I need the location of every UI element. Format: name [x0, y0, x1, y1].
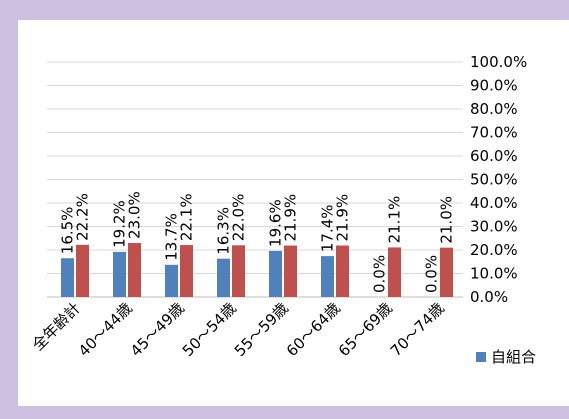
value-label: 19.2%	[111, 200, 129, 248]
value-label: 22.0%	[230, 194, 248, 242]
y-tick-label: 100.0%	[470, 53, 527, 71]
bar	[128, 242, 141, 297]
y-tick-label: 10.0%	[470, 265, 518, 283]
value-label: 21.9%	[334, 194, 352, 242]
bar	[61, 258, 74, 297]
chart-area	[18, 20, 569, 406]
y-tick-label: 30.0%	[470, 218, 518, 236]
value-label: 23.0%	[126, 191, 144, 239]
y-tick-label: 50.0%	[470, 171, 518, 189]
bar	[284, 245, 297, 297]
y-tick-label: 0.0%	[470, 288, 508, 306]
value-label: 16.3%	[215, 207, 233, 255]
y-tick-label: 40.0%	[470, 194, 518, 212]
value-label: 22.2%	[74, 193, 92, 241]
legend-swatch	[476, 352, 486, 362]
value-label: 17.4%	[319, 204, 337, 252]
value-label: 21.1%	[386, 196, 404, 244]
value-label: 0.0%	[423, 255, 441, 293]
y-tick-label: 60.0%	[470, 147, 518, 165]
value-label: 13.7%	[163, 213, 181, 261]
value-label: 0.0%	[371, 255, 389, 293]
bar	[165, 264, 178, 297]
bar	[180, 245, 193, 297]
bar	[388, 247, 401, 297]
value-label: 22.1%	[178, 193, 196, 241]
value-label: 21.0%	[438, 196, 456, 244]
value-label: 16.5%	[59, 207, 77, 255]
bar	[321, 256, 334, 297]
bar	[440, 247, 453, 297]
value-label: 19.6%	[267, 199, 285, 247]
y-tick-label: 80.0%	[470, 100, 518, 118]
y-tick-label: 90.0%	[470, 77, 518, 95]
bar	[113, 251, 126, 297]
bar	[336, 245, 349, 297]
y-tick-label: 70.0%	[470, 124, 518, 142]
bar	[217, 258, 230, 297]
bar	[76, 244, 89, 297]
bar	[269, 250, 282, 297]
value-label: 21.9%	[282, 194, 300, 242]
legend-label: 自組合	[491, 348, 536, 366]
y-tick-label: 20.0%	[470, 241, 518, 259]
bar	[232, 245, 245, 297]
